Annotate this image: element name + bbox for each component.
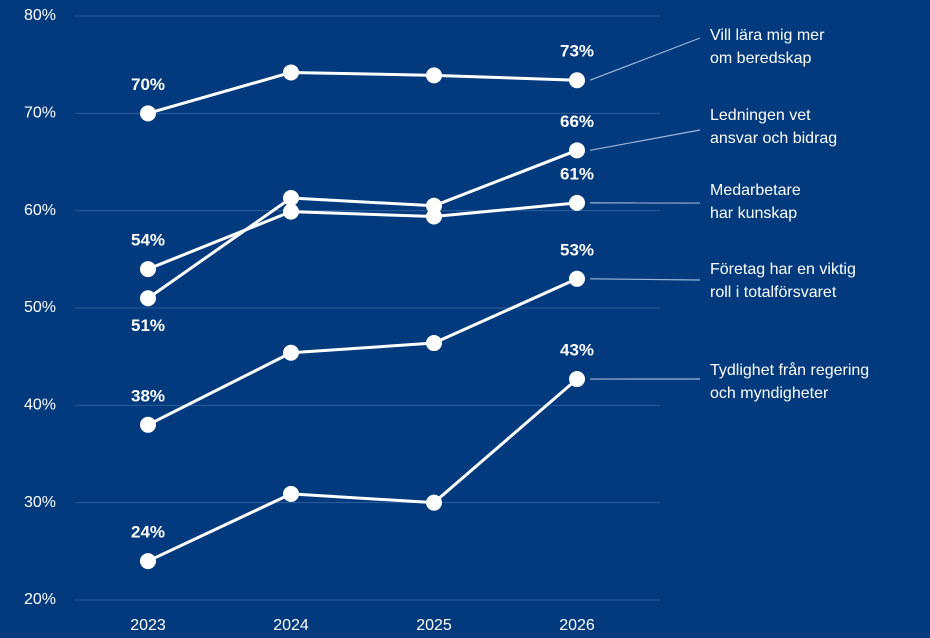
legend-label: Företag har en viktig roll i totalförsva…: [710, 261, 856, 301]
data-point: [140, 553, 156, 570]
series-line: [147, 377, 578, 563]
connector-line: [589, 278, 701, 281]
data-point: [426, 335, 442, 352]
data-point: [283, 64, 299, 81]
y-tick-label: 80%: [24, 7, 56, 24]
data-label: 53%: [560, 240, 594, 259]
data-label: 73%: [560, 42, 594, 61]
data-label: 24%: [131, 523, 165, 542]
data-point: [426, 208, 442, 225]
y-tick-label: 30%: [24, 494, 56, 511]
data-point: [569, 371, 585, 388]
data-label: 43%: [560, 341, 594, 360]
series-line: [147, 277, 578, 427]
series-line: [147, 148, 578, 300]
data-point: [426, 494, 442, 511]
y-tick-label: 50%: [24, 299, 56, 316]
data-point: [426, 67, 442, 84]
data-label: 61%: [560, 164, 594, 183]
data-label: 51%: [131, 316, 165, 335]
x-tick-label: 2025: [416, 617, 452, 634]
y-tick-label: 70%: [24, 105, 56, 122]
x-tick-label: 2024: [273, 617, 309, 634]
series-line: [147, 201, 578, 271]
legend-label: Medarbetare har kunskap: [710, 182, 801, 222]
data-point: [283, 344, 299, 361]
data-point: [283, 203, 299, 220]
x-tick-label: 2026: [559, 617, 595, 634]
legend-label: Vill lära mig mer om beredskap: [710, 27, 825, 67]
data-point: [140, 290, 156, 307]
data-label: 66%: [560, 112, 594, 131]
series-line: [147, 70, 578, 115]
data-point: [140, 261, 156, 278]
legend-label: Tydlighet från regering och myndigheter: [710, 362, 870, 402]
data-point: [140, 416, 156, 433]
data-point: [283, 190, 299, 207]
y-tick-label: 40%: [24, 397, 56, 414]
data-point: [569, 142, 585, 159]
x-tick-label: 2023: [130, 617, 166, 634]
data-point: [569, 72, 585, 89]
connector-line: [589, 129, 701, 151]
data-point: [140, 105, 156, 122]
connector-line: [589, 37, 701, 81]
data-point: [569, 194, 585, 211]
data-label: 54%: [131, 231, 165, 250]
data-label: 38%: [131, 386, 165, 405]
data-point: [283, 485, 299, 502]
data-point: [569, 270, 585, 287]
y-tick-label: 60%: [24, 202, 56, 219]
legend-label: Ledningen vet ansvar och bidrag: [710, 107, 838, 147]
data-label: 70%: [131, 75, 165, 94]
y-tick-label: 20%: [24, 591, 56, 608]
